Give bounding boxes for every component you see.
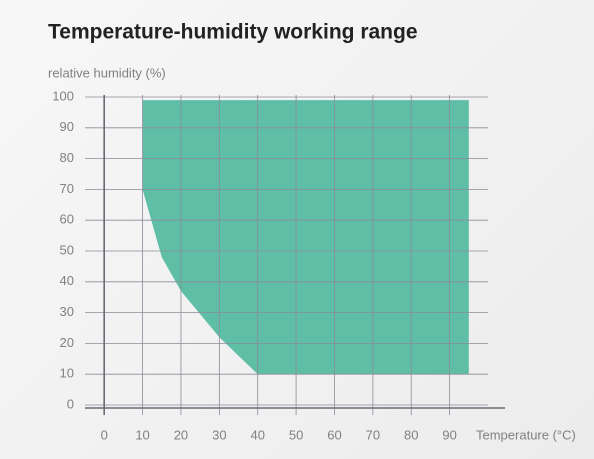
working-range-area <box>142 100 469 375</box>
x-tick-label: 10 <box>135 427 149 442</box>
chart-title: Temperature-humidity working range <box>48 21 418 44</box>
x-tick-label: 40 <box>250 427 264 442</box>
y-tick-label: 100 <box>52 88 74 103</box>
y-tick-label: 40 <box>60 273 74 288</box>
x-tick-label: 80 <box>404 427 418 442</box>
y-tick-label: 50 <box>60 242 74 257</box>
x-tick-label: 0 <box>101 427 108 442</box>
x-tick-label: 30 <box>212 427 226 442</box>
x-axis-label: Temperature (°C) <box>476 427 576 442</box>
x-tick-label: 70 <box>366 427 380 442</box>
y-tick-label: 0 <box>67 396 74 411</box>
y-tick-label: 60 <box>60 212 74 227</box>
y-tick-label: 70 <box>60 181 74 196</box>
x-tick-label: 50 <box>289 427 303 442</box>
y-tick-label: 20 <box>60 335 74 350</box>
x-tick-label: 90 <box>442 427 456 442</box>
y-tick-label: 80 <box>60 150 74 165</box>
x-tick-label: 20 <box>174 427 188 442</box>
x-tick-label: 60 <box>327 427 341 442</box>
y-tick-label: 30 <box>60 304 74 319</box>
y-axis-label: relative humidity (%) <box>48 65 166 80</box>
y-tick-label: 10 <box>60 366 74 381</box>
y-tick-label: 90 <box>60 119 74 134</box>
